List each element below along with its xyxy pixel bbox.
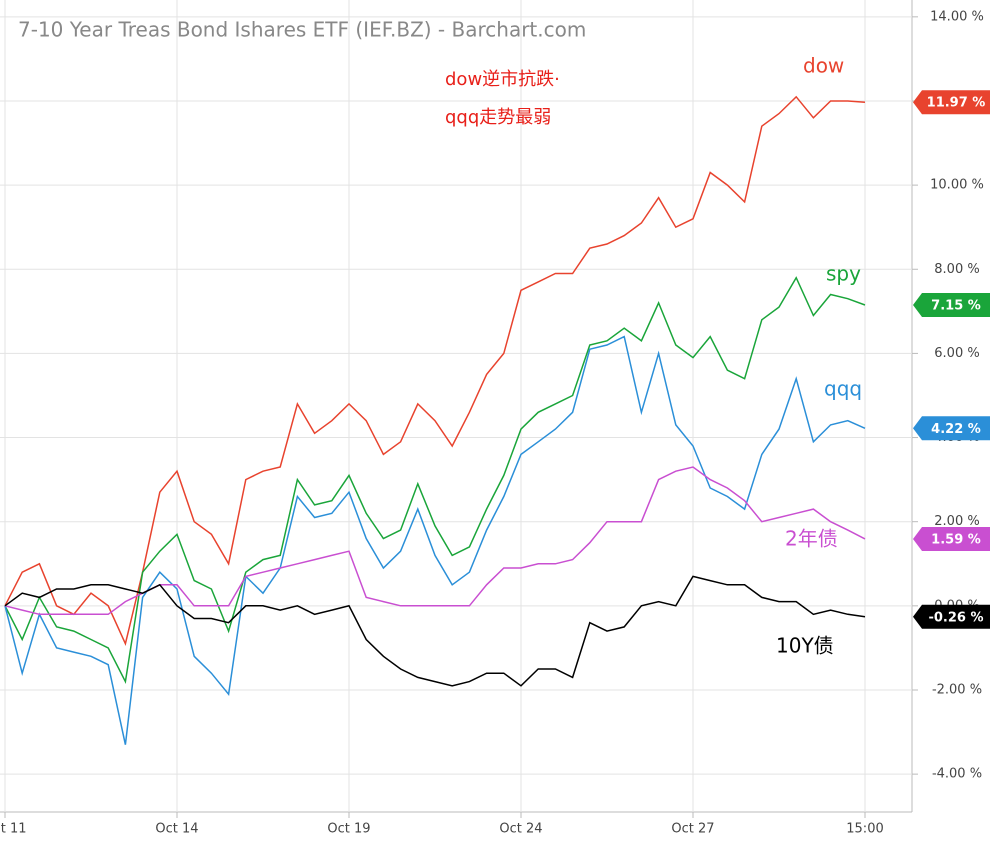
annotation: qqq走势最弱 [445, 107, 551, 128]
x-tick-label: Oct 11 [0, 822, 27, 837]
x-tick-label: 15:00 [846, 822, 883, 837]
y-tick-label: 6.00 % [934, 346, 979, 361]
value-label: 11.97 % [927, 96, 986, 111]
annotation: dow逆市抗跌· [445, 69, 560, 90]
value-label: 7.15 % [931, 299, 981, 314]
value-badge [913, 293, 990, 318]
chart-title: 7-10 Year Treas Bond Ishares ETF (IEF.BZ… [18, 18, 586, 42]
value-badge [913, 526, 990, 551]
y-tick-label: 14.00 % [930, 9, 984, 24]
y-tick-label: 2.00 % [934, 514, 979, 529]
y-tick-label: 8.00 % [934, 262, 979, 277]
value-badge [913, 416, 990, 441]
value-label: 1.59 % [931, 532, 981, 547]
y-tick-label: 10.00 % [930, 178, 984, 193]
x-tick-label: Oct 27 [671, 822, 714, 837]
series-name: spy [826, 262, 861, 286]
series-line [4, 276, 866, 684]
x-tick-label: Oct 24 [499, 822, 542, 837]
series-name: 2年债 [785, 527, 838, 551]
y-tick-label: -4.00 % [932, 767, 982, 782]
series-name: qqq [824, 377, 862, 401]
series-name: 10Y债 [776, 634, 834, 658]
series-line [4, 95, 866, 646]
value-badge [913, 90, 990, 115]
series-line [4, 335, 866, 745]
series-name: dow [803, 54, 844, 78]
value-badge [913, 604, 990, 629]
series-line [4, 575, 866, 687]
value-label: -0.26 % [928, 610, 983, 625]
value-label: 4.22 % [931, 422, 981, 437]
x-tick-label: Oct 14 [155, 822, 198, 837]
y-tick-label: -2.00 % [932, 682, 982, 697]
x-tick-label: Oct 19 [327, 822, 370, 837]
